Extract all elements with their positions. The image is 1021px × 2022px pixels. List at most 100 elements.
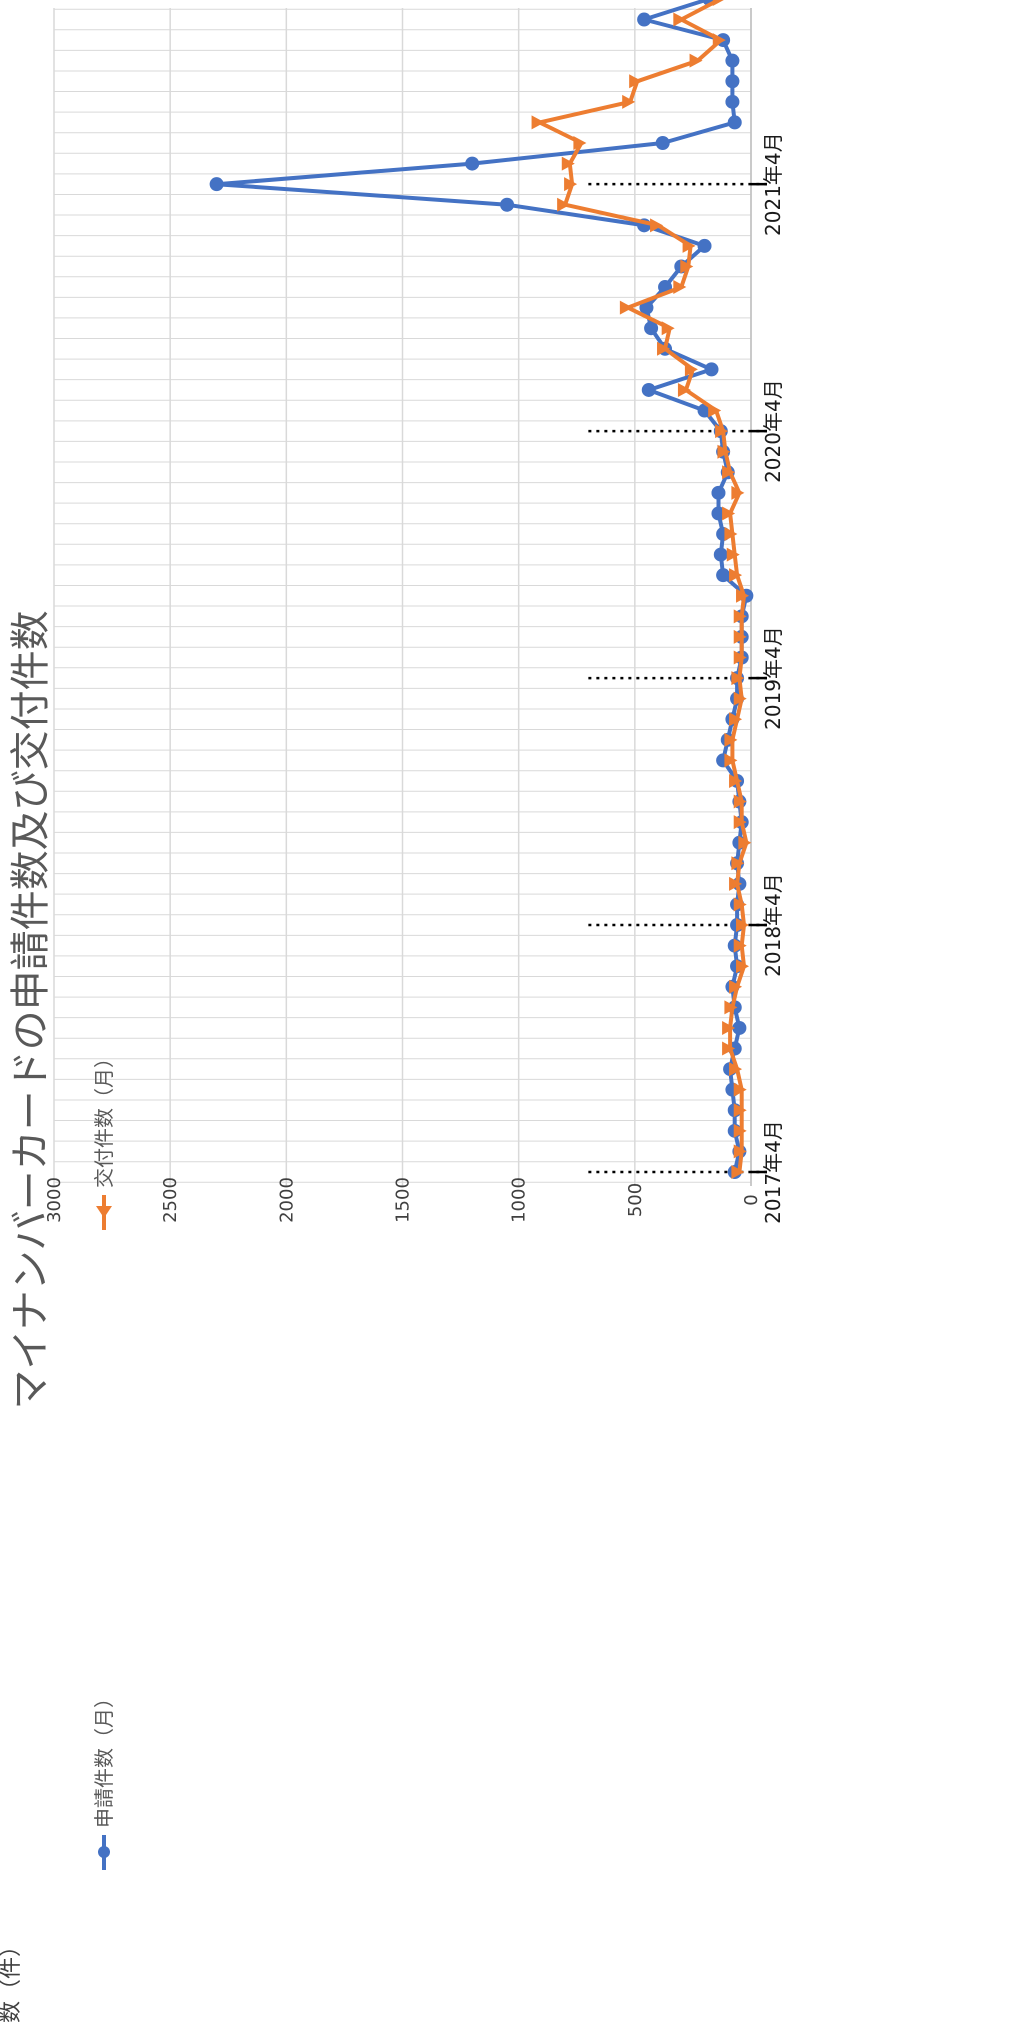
y-tick-label: 500 [625, 1183, 646, 1217]
data-point [724, 732, 738, 747]
data-point [736, 959, 750, 974]
legend-issue-label: 交付件数（月） [92, 1048, 116, 1188]
data-point [711, 506, 726, 521]
data-point [731, 1165, 745, 1179]
data-point [715, 424, 729, 439]
data-point [717, 444, 731, 459]
data-point [733, 650, 747, 665]
data-point [729, 979, 743, 994]
data-point [641, 382, 656, 397]
data-point [704, 362, 719, 377]
data-point [661, 321, 675, 336]
data-point [644, 321, 659, 336]
data-point [680, 259, 694, 274]
data-point [465, 156, 480, 171]
data-point [729, 568, 743, 583]
data-point [729, 1062, 743, 1077]
y-tick-label: 1500 [393, 1177, 414, 1223]
data-point [209, 177, 224, 192]
data-point [725, 74, 740, 89]
data-point [733, 794, 747, 809]
data-point [733, 1144, 747, 1159]
grid-lines [53, 8, 752, 1186]
data-point [677, 382, 691, 397]
data-point [725, 94, 740, 109]
data-point [655, 136, 670, 150]
data-point [673, 280, 687, 295]
series-line [214, 0, 749, 1173]
data-point [733, 609, 747, 624]
data-point [684, 362, 698, 377]
data-point [724, 527, 738, 542]
data-point [673, 12, 687, 27]
legend-apply-label: 申請件数（月） [92, 1688, 116, 1828]
data-point [657, 341, 671, 356]
data-point [561, 156, 575, 171]
x-tick-label: 2021年4月 [761, 132, 785, 236]
data-point [729, 773, 743, 788]
data-point [724, 753, 738, 768]
data-point [531, 115, 545, 130]
data-point [724, 1000, 738, 1015]
series-apply [209, 0, 754, 1179]
data-point [564, 177, 578, 192]
y-tick-label: 0 [741, 1194, 762, 1205]
y-tick-label: 1000 [509, 1177, 530, 1223]
legend-issue-marker [96, 1206, 112, 1218]
data-point [622, 94, 636, 109]
x-tick-label: 2017年4月 [761, 1120, 785, 1224]
data-point [722, 506, 736, 521]
data-point [733, 629, 747, 644]
data-point [736, 918, 750, 933]
x-tick-label: 2018年4月 [761, 873, 785, 977]
data-point [713, 547, 728, 562]
data-point [733, 815, 747, 830]
chart-title: マイナンバーカードの申請件数及び交付件数 [8, 610, 54, 1409]
data-point [557, 197, 571, 212]
data-point [725, 53, 740, 68]
data-point [639, 300, 654, 315]
data-point [738, 835, 752, 850]
y-axis-unit-label: 件数（件） [0, 1935, 24, 2022]
x-tick-label: 2020年4月 [761, 379, 785, 483]
data-point [712, 33, 726, 48]
data-point [733, 691, 747, 706]
data-point [573, 136, 587, 150]
data-point [733, 1103, 747, 1118]
legend: 申請件数（月） 交付件数（月） [92, 1048, 116, 1870]
data-point [697, 238, 712, 253]
data-point [500, 197, 515, 212]
data-point [716, 568, 731, 583]
data-point [731, 671, 745, 686]
legend-item-apply: 申請件数（月） [92, 1688, 116, 1870]
data-point [733, 938, 747, 953]
data-point [731, 485, 745, 500]
data-point [650, 218, 664, 233]
data-point [731, 856, 745, 871]
y-tick-label: 2000 [276, 1177, 297, 1223]
data-point [682, 238, 696, 253]
data-point [726, 547, 740, 562]
data-point [708, 403, 722, 418]
data-point [711, 485, 726, 500]
data-point [712, 0, 724, 6]
legend-apply-marker [98, 1846, 110, 1858]
data-point [619, 300, 633, 315]
data-point [736, 588, 750, 603]
data-point [722, 465, 736, 480]
data-point [729, 876, 743, 891]
series-issue [531, 0, 752, 1179]
y-tick-label: 3000 [44, 1177, 65, 1223]
data-point [733, 897, 747, 912]
data-point [729, 712, 743, 727]
data-point [629, 74, 643, 89]
data-point [732, 1020, 747, 1035]
data-point [722, 1041, 736, 1056]
data-point [733, 1123, 747, 1138]
y-tick-label: 2500 [160, 1177, 181, 1223]
data-point [727, 115, 742, 130]
series-lines [209, 0, 754, 1179]
data-point [637, 12, 652, 27]
data-point [722, 1020, 736, 1035]
